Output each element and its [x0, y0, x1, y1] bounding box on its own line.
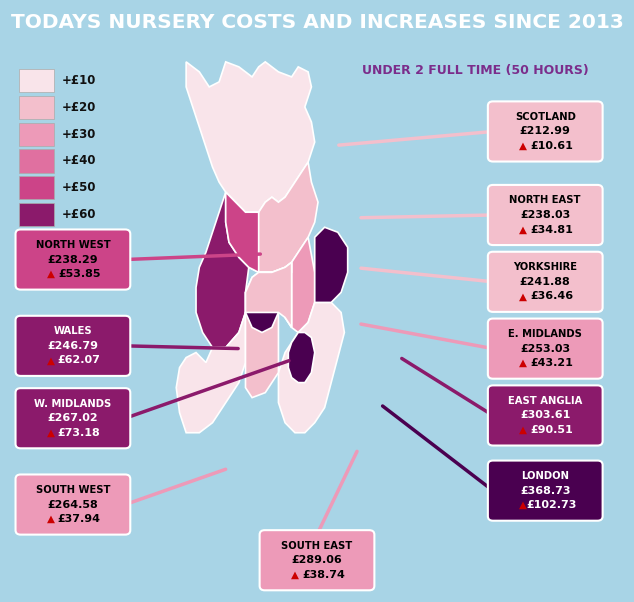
Text: £36.46: £36.46 [530, 291, 573, 302]
FancyBboxPatch shape [19, 176, 54, 199]
Text: SOUTH EAST: SOUTH EAST [281, 541, 353, 551]
Text: ▲: ▲ [47, 355, 55, 365]
Polygon shape [314, 227, 347, 302]
Polygon shape [226, 192, 259, 272]
Polygon shape [281, 237, 314, 332]
Text: ▲: ▲ [519, 141, 527, 151]
Text: +£20: +£20 [61, 101, 96, 114]
Text: NORTH EAST: NORTH EAST [510, 196, 581, 205]
FancyBboxPatch shape [488, 252, 602, 312]
Polygon shape [259, 262, 292, 327]
Polygon shape [245, 312, 278, 398]
Text: £10.61: £10.61 [530, 141, 573, 151]
Text: ▲: ▲ [47, 428, 55, 438]
Polygon shape [176, 312, 245, 433]
Polygon shape [226, 162, 318, 272]
Text: £73.18: £73.18 [58, 428, 101, 438]
Polygon shape [245, 262, 292, 327]
Text: +£50: +£50 [61, 181, 96, 194]
FancyBboxPatch shape [15, 316, 131, 376]
FancyBboxPatch shape [19, 149, 54, 173]
Text: EAST ANGLIA: EAST ANGLIA [508, 396, 583, 406]
Text: +£30: +£30 [61, 128, 96, 141]
FancyBboxPatch shape [19, 96, 54, 119]
Text: £241.88: £241.88 [520, 277, 571, 287]
Text: ▲: ▲ [519, 225, 527, 235]
Text: YORKSHIRE: YORKSHIRE [514, 262, 577, 272]
Text: £264.58: £264.58 [48, 500, 98, 509]
Polygon shape [245, 272, 281, 332]
FancyBboxPatch shape [488, 185, 602, 245]
Polygon shape [278, 302, 344, 433]
Text: ▲: ▲ [519, 358, 527, 368]
Text: £43.21: £43.21 [530, 358, 573, 368]
Text: UNDER 2 FULL TIME (50 HOURS): UNDER 2 FULL TIME (50 HOURS) [362, 64, 589, 76]
Text: W. MIDLANDS: W. MIDLANDS [34, 399, 112, 409]
Polygon shape [288, 332, 314, 383]
FancyBboxPatch shape [19, 123, 54, 146]
Text: TODAYS NURSERY COSTS AND INCREASES SINCE 2013: TODAYS NURSERY COSTS AND INCREASES SINCE… [11, 13, 623, 32]
FancyBboxPatch shape [488, 318, 602, 379]
FancyBboxPatch shape [488, 461, 602, 521]
Text: ▲: ▲ [519, 425, 527, 435]
Polygon shape [196, 192, 249, 347]
Text: LONDON: LONDON [521, 471, 569, 481]
Text: NORTH WEST: NORTH WEST [36, 240, 110, 250]
FancyBboxPatch shape [19, 203, 54, 226]
Text: £246.79: £246.79 [48, 341, 98, 351]
Text: SOUTH WEST: SOUTH WEST [36, 485, 110, 495]
FancyBboxPatch shape [15, 229, 131, 290]
Text: £368.73: £368.73 [520, 486, 571, 495]
Text: ▲: ▲ [47, 269, 55, 279]
Text: £34.81: £34.81 [530, 225, 573, 235]
Text: E. MIDLANDS: E. MIDLANDS [508, 329, 582, 339]
Text: ▲: ▲ [47, 514, 55, 524]
Text: £303.61: £303.61 [520, 411, 571, 420]
Text: +£70: +£70 [61, 235, 96, 247]
Text: +£10: +£10 [61, 74, 96, 87]
Text: £37.94: £37.94 [58, 514, 101, 524]
Text: £212.99: £212.99 [520, 126, 571, 137]
Text: ▲: ▲ [291, 569, 299, 580]
FancyBboxPatch shape [260, 530, 374, 591]
FancyBboxPatch shape [19, 69, 54, 93]
Text: +£40: +£40 [61, 155, 96, 167]
Text: £38.74: £38.74 [302, 569, 345, 580]
Polygon shape [186, 62, 314, 212]
Text: £238.03: £238.03 [520, 210, 571, 220]
Text: SCOTLAND: SCOTLAND [515, 112, 576, 122]
Text: £90.51: £90.51 [530, 425, 573, 435]
FancyBboxPatch shape [488, 385, 602, 445]
Text: £62.07: £62.07 [58, 355, 101, 365]
Text: £267.02: £267.02 [48, 413, 98, 423]
Text: ▲: ▲ [519, 500, 527, 510]
Text: ▲: ▲ [519, 291, 527, 302]
Text: +£60: +£60 [61, 208, 96, 221]
Text: £53.85: £53.85 [58, 269, 101, 279]
Text: £289.06: £289.06 [292, 555, 342, 565]
Text: £253.03: £253.03 [520, 344, 571, 353]
FancyBboxPatch shape [488, 101, 602, 161]
FancyBboxPatch shape [19, 229, 54, 253]
Text: £238.29: £238.29 [48, 255, 98, 264]
FancyBboxPatch shape [15, 474, 131, 535]
Text: £102.73: £102.73 [526, 500, 577, 510]
Text: WALES: WALES [54, 326, 92, 337]
FancyBboxPatch shape [15, 388, 131, 448]
